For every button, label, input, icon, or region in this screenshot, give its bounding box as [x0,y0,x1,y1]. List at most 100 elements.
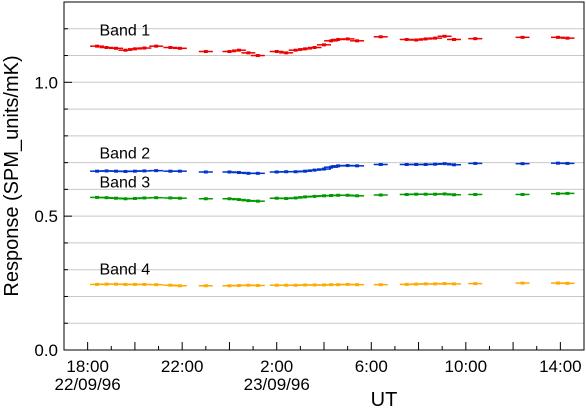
data-point [236,48,241,52]
data-point [414,192,419,196]
data-point [168,196,173,200]
data-point [95,282,100,286]
data-point [123,282,128,286]
data-point [355,39,360,43]
data-point [378,35,383,39]
data-point [433,192,438,196]
data-point [168,283,173,287]
data-point [95,195,100,199]
x-tick-label: 6:00 [355,357,388,376]
data-point [433,282,438,286]
data-point [236,198,241,202]
data-point [132,169,137,173]
x-tick-label: 14:00 [539,357,582,376]
data-point [255,199,260,203]
data-point [336,164,341,168]
data-point [473,192,478,196]
data-point [345,193,350,197]
series-label: Band 2 [99,146,150,163]
data-point [423,162,428,166]
data-point [322,194,326,198]
series-band-4 [90,281,575,288]
x-tick-date-label: 22/09/96 [55,375,121,394]
data-point [355,283,360,287]
data-point [414,38,419,42]
data-point [520,192,525,196]
data-series [90,34,575,288]
data-point [312,168,317,172]
data-point [442,282,447,286]
data-point [312,194,317,198]
data-point [322,43,326,47]
data-point [556,281,560,285]
data-point [433,36,438,40]
data-point [284,283,289,287]
data-point [168,46,173,50]
data-point [556,161,560,165]
data-point [404,282,409,286]
data-point [433,162,438,166]
grid-lines [64,28,584,324]
data-point [303,47,308,51]
y-axis-label: Response (SPM_units/mK) [1,55,23,296]
data-point [452,193,456,197]
data-point [452,163,456,167]
data-point [442,192,447,196]
data-point [203,284,208,288]
data-point [336,37,341,41]
data-point [520,35,525,39]
series-label: Band 3 [99,175,150,192]
data-point [520,162,525,166]
data-point [227,284,232,288]
data-point [255,54,260,58]
data-point [132,47,137,51]
data-point [345,164,350,168]
data-point [423,282,428,286]
data-point [565,191,570,195]
x-tick-label: 10:00 [445,357,488,376]
data-point [520,281,525,285]
data-point [246,51,251,55]
data-point [284,51,289,55]
data-point [452,282,456,286]
data-point [255,171,260,175]
data-point [378,283,383,287]
data-point [104,169,109,173]
data-point [556,35,560,39]
data-point [423,192,428,196]
data-point [414,162,419,166]
series-band-2 [90,161,575,175]
x-tick-label: 22:00 [161,357,204,376]
series-band-1 [90,34,575,58]
series-band-3 [90,191,575,203]
data-point [154,169,159,173]
data-point [236,283,241,287]
data-point [177,169,182,173]
data-point [303,169,308,173]
data-point [274,196,279,200]
data-point [142,46,147,50]
data-point [274,50,279,54]
data-point [473,282,478,286]
data-point [404,192,409,196]
data-point [355,194,360,198]
data-point [123,169,128,173]
data-point [329,283,334,287]
data-point [565,36,570,40]
data-point [442,34,447,38]
data-point [565,281,570,285]
data-point [123,48,128,52]
data-point [329,165,334,169]
x-axis-label: UT [371,389,398,409]
data-point [104,196,109,200]
data-point [556,192,560,196]
data-point [168,169,173,173]
data-point [293,48,298,52]
data-point [177,46,182,50]
data-point [312,46,317,50]
data-point [293,283,298,287]
data-point [345,282,350,286]
